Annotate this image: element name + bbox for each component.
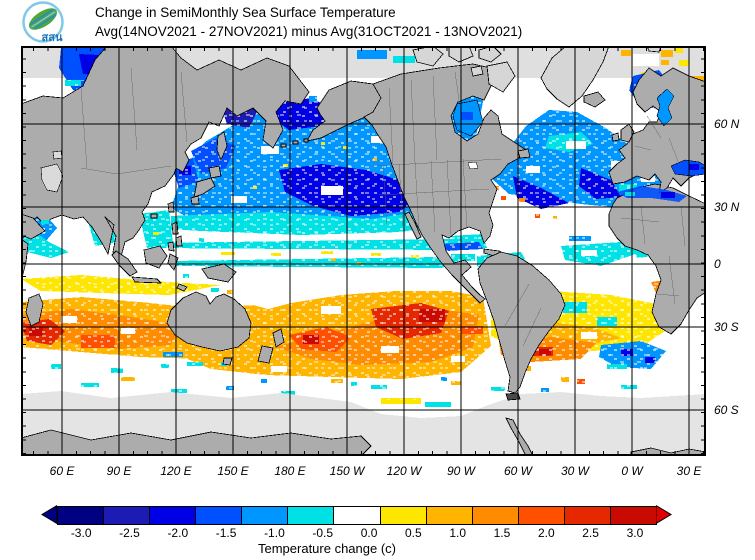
colorbar-tick-label: 1.5 <box>493 526 511 540</box>
colorbar-tick-label: 2.5 <box>582 526 599 540</box>
colorbar-right-arrow-icon <box>656 505 672 524</box>
colorbar-cell <box>380 507 427 524</box>
lon-label: 90 W <box>446 464 476 478</box>
lon-label: 60 W <box>503 464 533 478</box>
colorbar-cell <box>104 507 151 524</box>
colorbar-tick-label: 3.0 <box>626 526 644 540</box>
colorbar-tick-label: 1.0 <box>449 526 466 540</box>
page-title: Change in SemiMonthly Sea Surface Temper… <box>95 5 396 20</box>
colorbar-tick-label: -0.5 <box>312 526 334 540</box>
colorbar-cell <box>334 507 381 524</box>
lon-label: 150 E <box>217 464 249 478</box>
colorbar-tick-label: 2.0 <box>537 526 555 540</box>
sst-anomaly-map <box>20 45 707 457</box>
colorbar-caption: Temperature change (c) <box>257 541 396 556</box>
graticule <box>20 45 707 457</box>
colorbar-tick-labels: -3.0 -2.5 -2.0 -1.5 -1.0 -0.5 0.0 0.5 1.0 1.5 2.0 2… <box>57 526 657 540</box>
lon-label: 180 E <box>274 464 306 478</box>
colorbar-tick-label: -2.5 <box>119 526 140 540</box>
lat-label: 30 N <box>714 200 740 214</box>
colorbar-cell <box>472 507 519 524</box>
colorbar-cell <box>564 507 611 524</box>
colorbar-cell <box>242 507 289 524</box>
colorbar-cell <box>288 507 335 524</box>
colorbar-cell <box>196 507 243 524</box>
colorbar-left-arrow-icon <box>41 505 57 524</box>
colorbar-cell <box>610 507 657 524</box>
lon-label: 30 W <box>560 464 590 478</box>
colorbar-cell <box>426 507 473 524</box>
lon-label: 0 W <box>621 464 643 478</box>
logo-text: สสน <box>42 32 63 44</box>
institute-logo: สสน <box>12 0 78 46</box>
lon-label: 120 W <box>386 464 422 478</box>
colorbar-tick-label: -1.5 <box>215 526 237 540</box>
page-subtitle: Avg(14NOV2021 - 27NOV2021) minus Avg(31O… <box>95 24 523 39</box>
title-block: Change in SemiMonthly Sea Surface Temper… <box>95 3 522 41</box>
lat-label: 60 S <box>714 403 739 417</box>
map-frame <box>20 45 707 457</box>
lon-label: 60 E <box>49 464 75 478</box>
colorbar-tick-label: 0.5 <box>405 526 422 540</box>
colorbar-tick-label: -1.0 <box>264 526 285 540</box>
lat-label: 0 <box>714 257 721 271</box>
lon-label: 120 E <box>160 464 192 478</box>
lon-label: 150 W <box>329 464 365 478</box>
lat-label: 30 S <box>714 320 739 334</box>
lat-label: 60 N <box>714 117 740 131</box>
colorbar-tick-label: 0.0 <box>360 526 378 540</box>
inland-waters <box>40 88 707 224</box>
lon-label: 90 E <box>106 464 132 478</box>
political-borders <box>80 67 686 347</box>
colorbar-tick-label: -2.0 <box>167 526 189 540</box>
lon-label: 30 E <box>676 464 702 478</box>
colorbar-cell <box>150 507 197 524</box>
colorbar <box>57 506 657 525</box>
colorbar-cell <box>58 507 105 524</box>
colorbar-tick-label: -3.0 <box>70 526 92 540</box>
colorbar-cell <box>518 507 565 524</box>
